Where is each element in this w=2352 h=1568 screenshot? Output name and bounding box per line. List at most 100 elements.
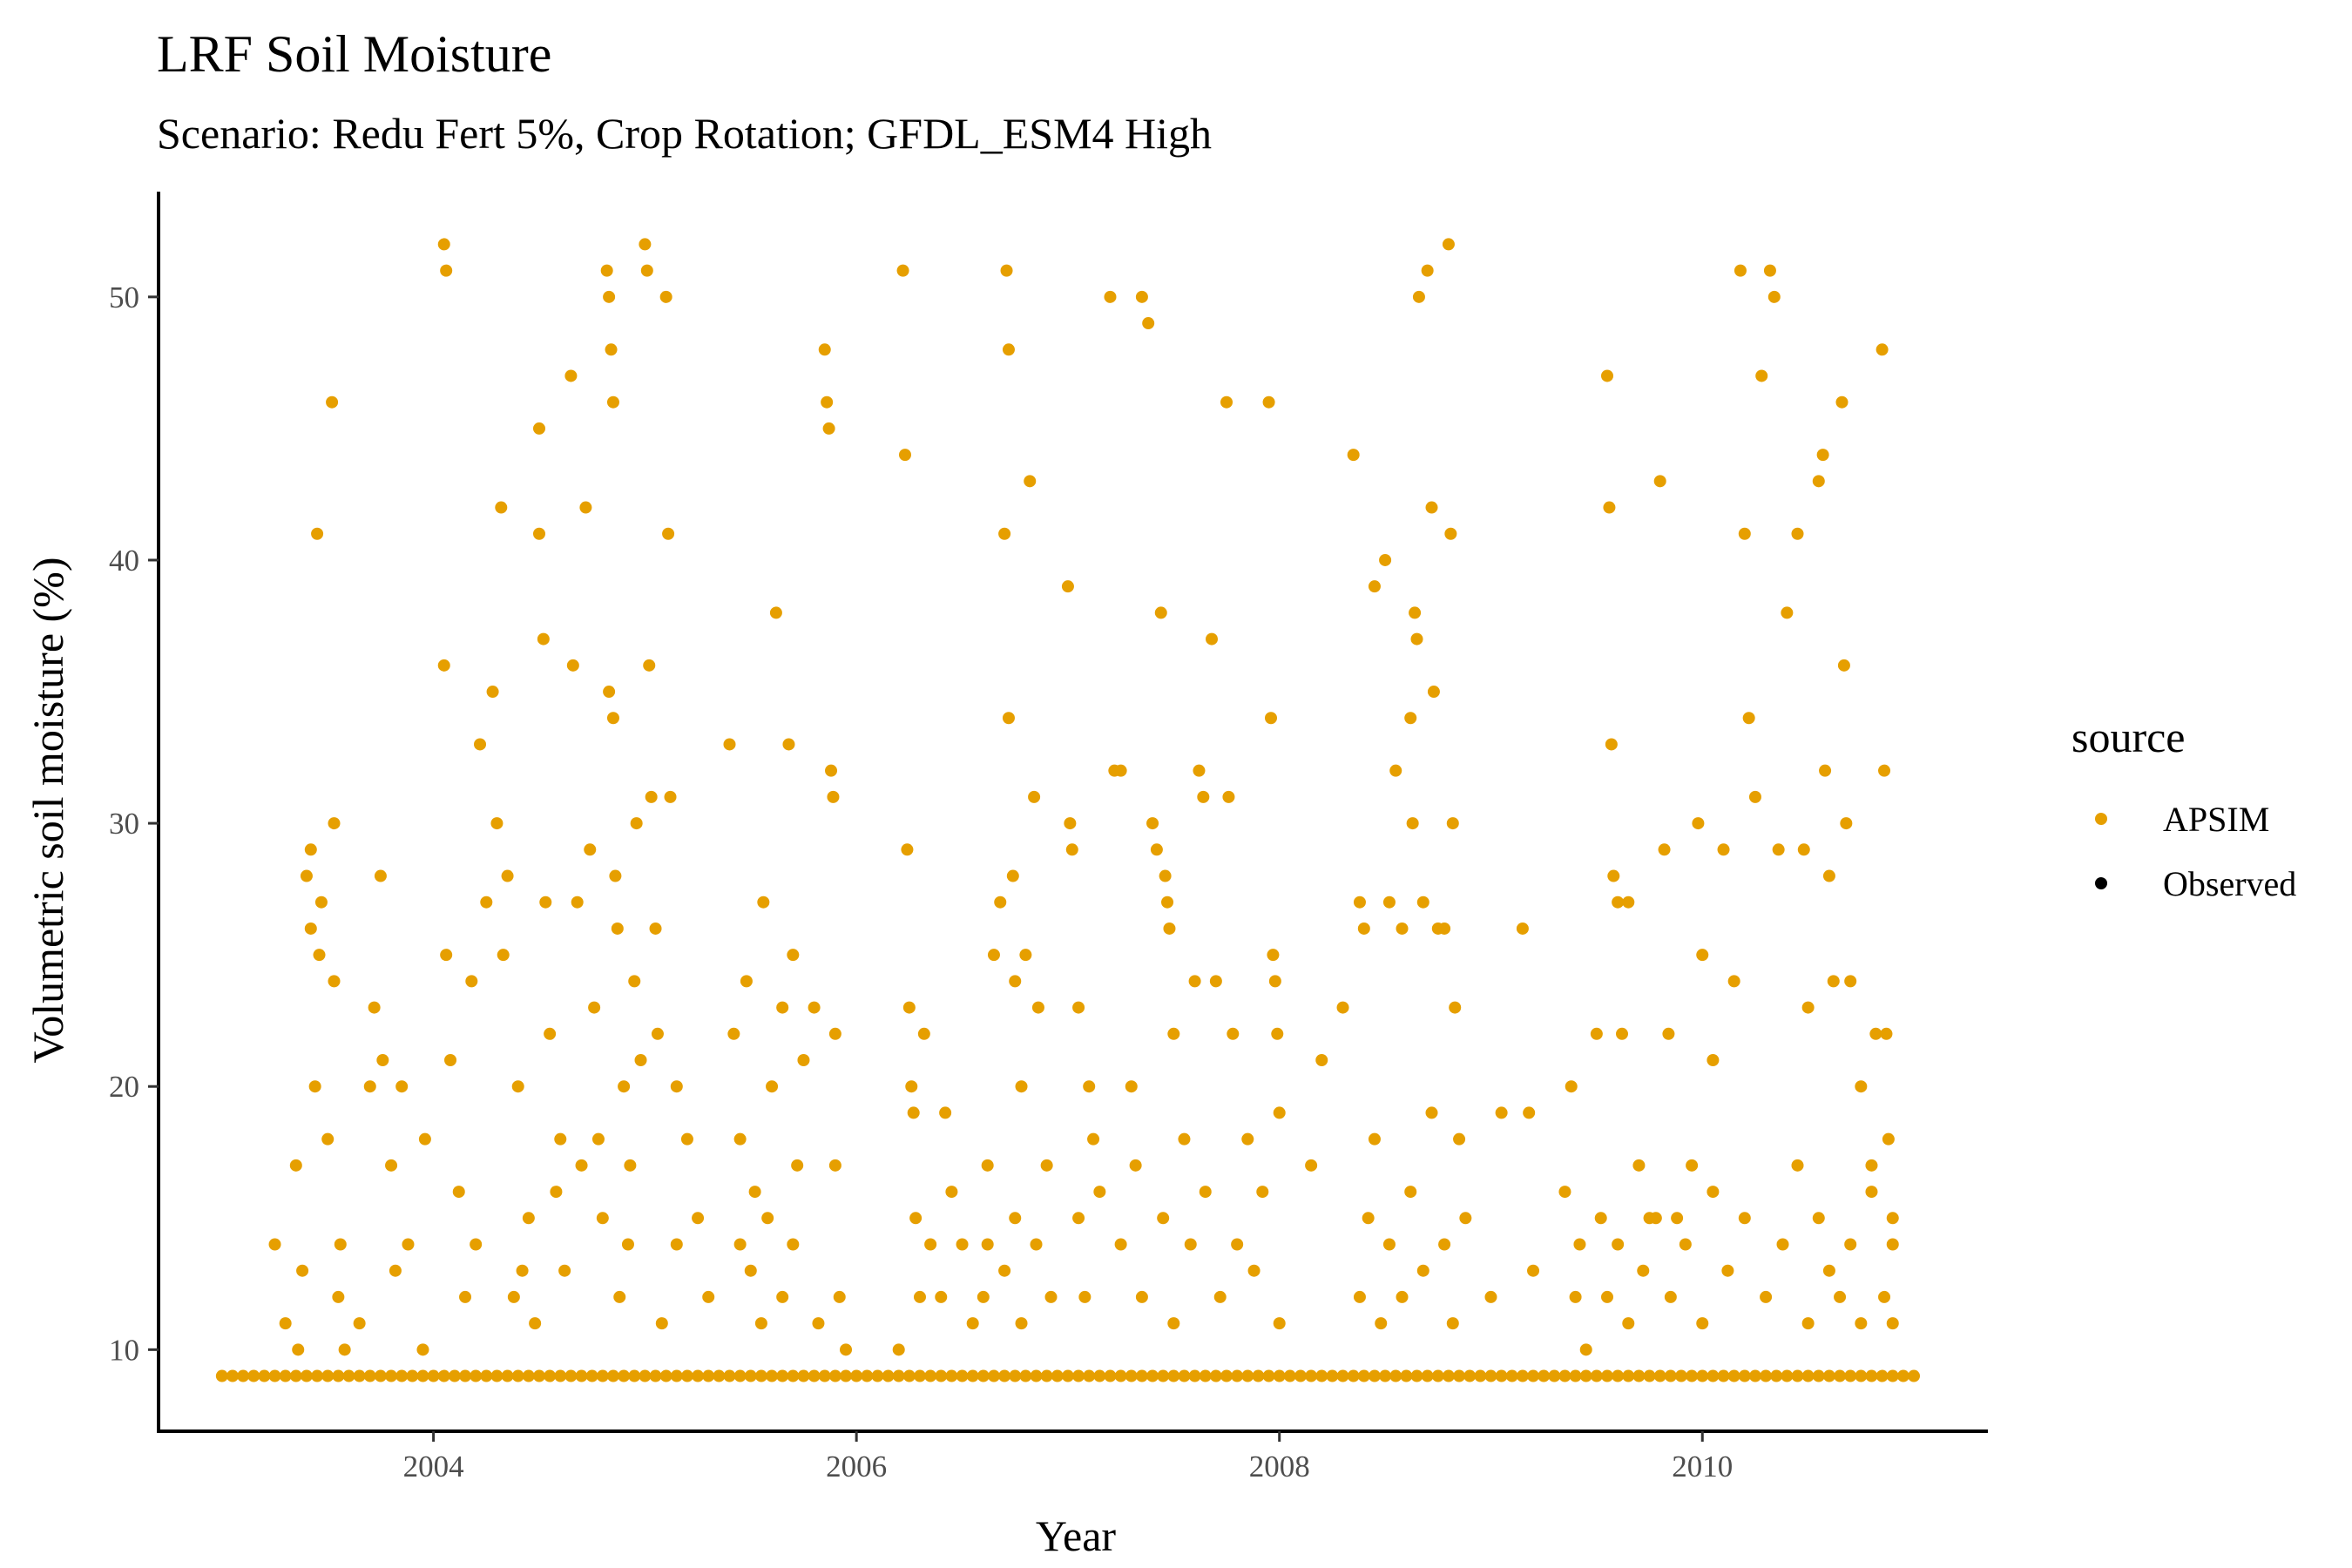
data-point [818, 1369, 831, 1382]
data-point [776, 1369, 789, 1382]
data-point [1632, 1159, 1646, 1172]
data-point [1523, 1106, 1536, 1119]
data-point [406, 1369, 419, 1382]
data-point [840, 1369, 853, 1382]
data-point [1396, 922, 1409, 935]
data-point [606, 395, 619, 409]
data-point [909, 1212, 923, 1225]
data-point [1760, 1369, 1773, 1382]
data-point [1247, 1264, 1260, 1277]
data-point [1527, 1264, 1540, 1277]
data-point [304, 922, 317, 935]
data-point [935, 1369, 948, 1382]
data-point [1772, 843, 1785, 856]
data-point [1197, 790, 1210, 803]
data-point [1816, 449, 1829, 462]
data-point [1590, 1369, 1603, 1382]
data-point [782, 738, 795, 751]
data-point [1855, 1317, 1868, 1330]
data-point [670, 1080, 683, 1093]
data-point [1220, 1369, 1233, 1382]
data-point [1855, 1369, 1868, 1382]
data-point [1146, 1369, 1159, 1382]
data-point [723, 738, 736, 751]
data-point [1222, 790, 1235, 803]
data-point [1882, 1132, 1895, 1146]
data-point [776, 1290, 789, 1303]
x-tick-label: 2008 [1249, 1450, 1310, 1484]
data-point [1019, 1369, 1032, 1382]
data-point [1558, 1186, 1571, 1199]
data-point [1558, 1369, 1571, 1382]
data-point [402, 1238, 415, 1251]
data-point [532, 422, 545, 435]
data-point [634, 1054, 647, 1067]
data-point [385, 1159, 398, 1172]
data-point [1410, 632, 1423, 645]
data-point [1844, 1238, 1857, 1251]
data-point [1404, 712, 1417, 725]
data-point [1459, 1212, 1472, 1225]
data-point [321, 1132, 335, 1146]
data-point [1078, 1290, 1092, 1303]
data-point [744, 1264, 757, 1277]
data-point [459, 1369, 472, 1382]
data-point [907, 1106, 920, 1119]
data-point [987, 1369, 1000, 1382]
data-point [1072, 1369, 1085, 1382]
data-point [1114, 1238, 1127, 1251]
legend-label-apsim: APSIM [2163, 800, 2269, 839]
data-point [861, 1369, 874, 1382]
data-point [1421, 264, 1434, 277]
data-point [1601, 1369, 1614, 1382]
data-point [871, 1369, 884, 1382]
data-point [1812, 1369, 1825, 1382]
data-point [1129, 1159, 1142, 1172]
data-point [776, 1001, 789, 1014]
data-point [1453, 1132, 1466, 1146]
data-point [1382, 896, 1396, 909]
data-point [966, 1317, 979, 1330]
data-point [1114, 764, 1127, 777]
data-point [1193, 764, 1206, 777]
data-point [300, 869, 313, 882]
data-point [591, 1132, 605, 1146]
data-point [584, 843, 597, 856]
data-point [1267, 949, 1280, 962]
data-point [1256, 1186, 1269, 1199]
data-point [376, 1054, 389, 1067]
data-point [1876, 1369, 1889, 1382]
data-point [1283, 1369, 1296, 1382]
data-point [1442, 238, 1455, 251]
data-point [1781, 1369, 1794, 1382]
data-point [812, 1317, 825, 1330]
data-point [791, 1159, 804, 1172]
data-point [395, 1369, 409, 1382]
data-point [1362, 1212, 1375, 1225]
data-point [603, 290, 616, 303]
data-point [1294, 1369, 1307, 1382]
data-point [1896, 1369, 1909, 1382]
data-point [645, 790, 658, 803]
data-point [1347, 1369, 1360, 1382]
data-point [670, 1369, 683, 1382]
data-point [1738, 1369, 1751, 1382]
data-point [326, 395, 339, 409]
data-point [1083, 1080, 1096, 1093]
data-point [733, 1238, 747, 1251]
data-point [554, 1132, 567, 1146]
data-point [1087, 1132, 1100, 1146]
data-point [363, 1080, 376, 1093]
legend-key-observed [2095, 877, 2107, 889]
data-point [1748, 1369, 1761, 1382]
data-point [1717, 843, 1730, 856]
data-point [1336, 1001, 1349, 1014]
data-point [1438, 922, 1451, 935]
data-point [935, 1290, 948, 1303]
data-point [374, 1369, 387, 1382]
data-point [1353, 1290, 1366, 1303]
data-point [1031, 1001, 1044, 1014]
data-point [818, 343, 831, 356]
data-point [1157, 1212, 1170, 1225]
